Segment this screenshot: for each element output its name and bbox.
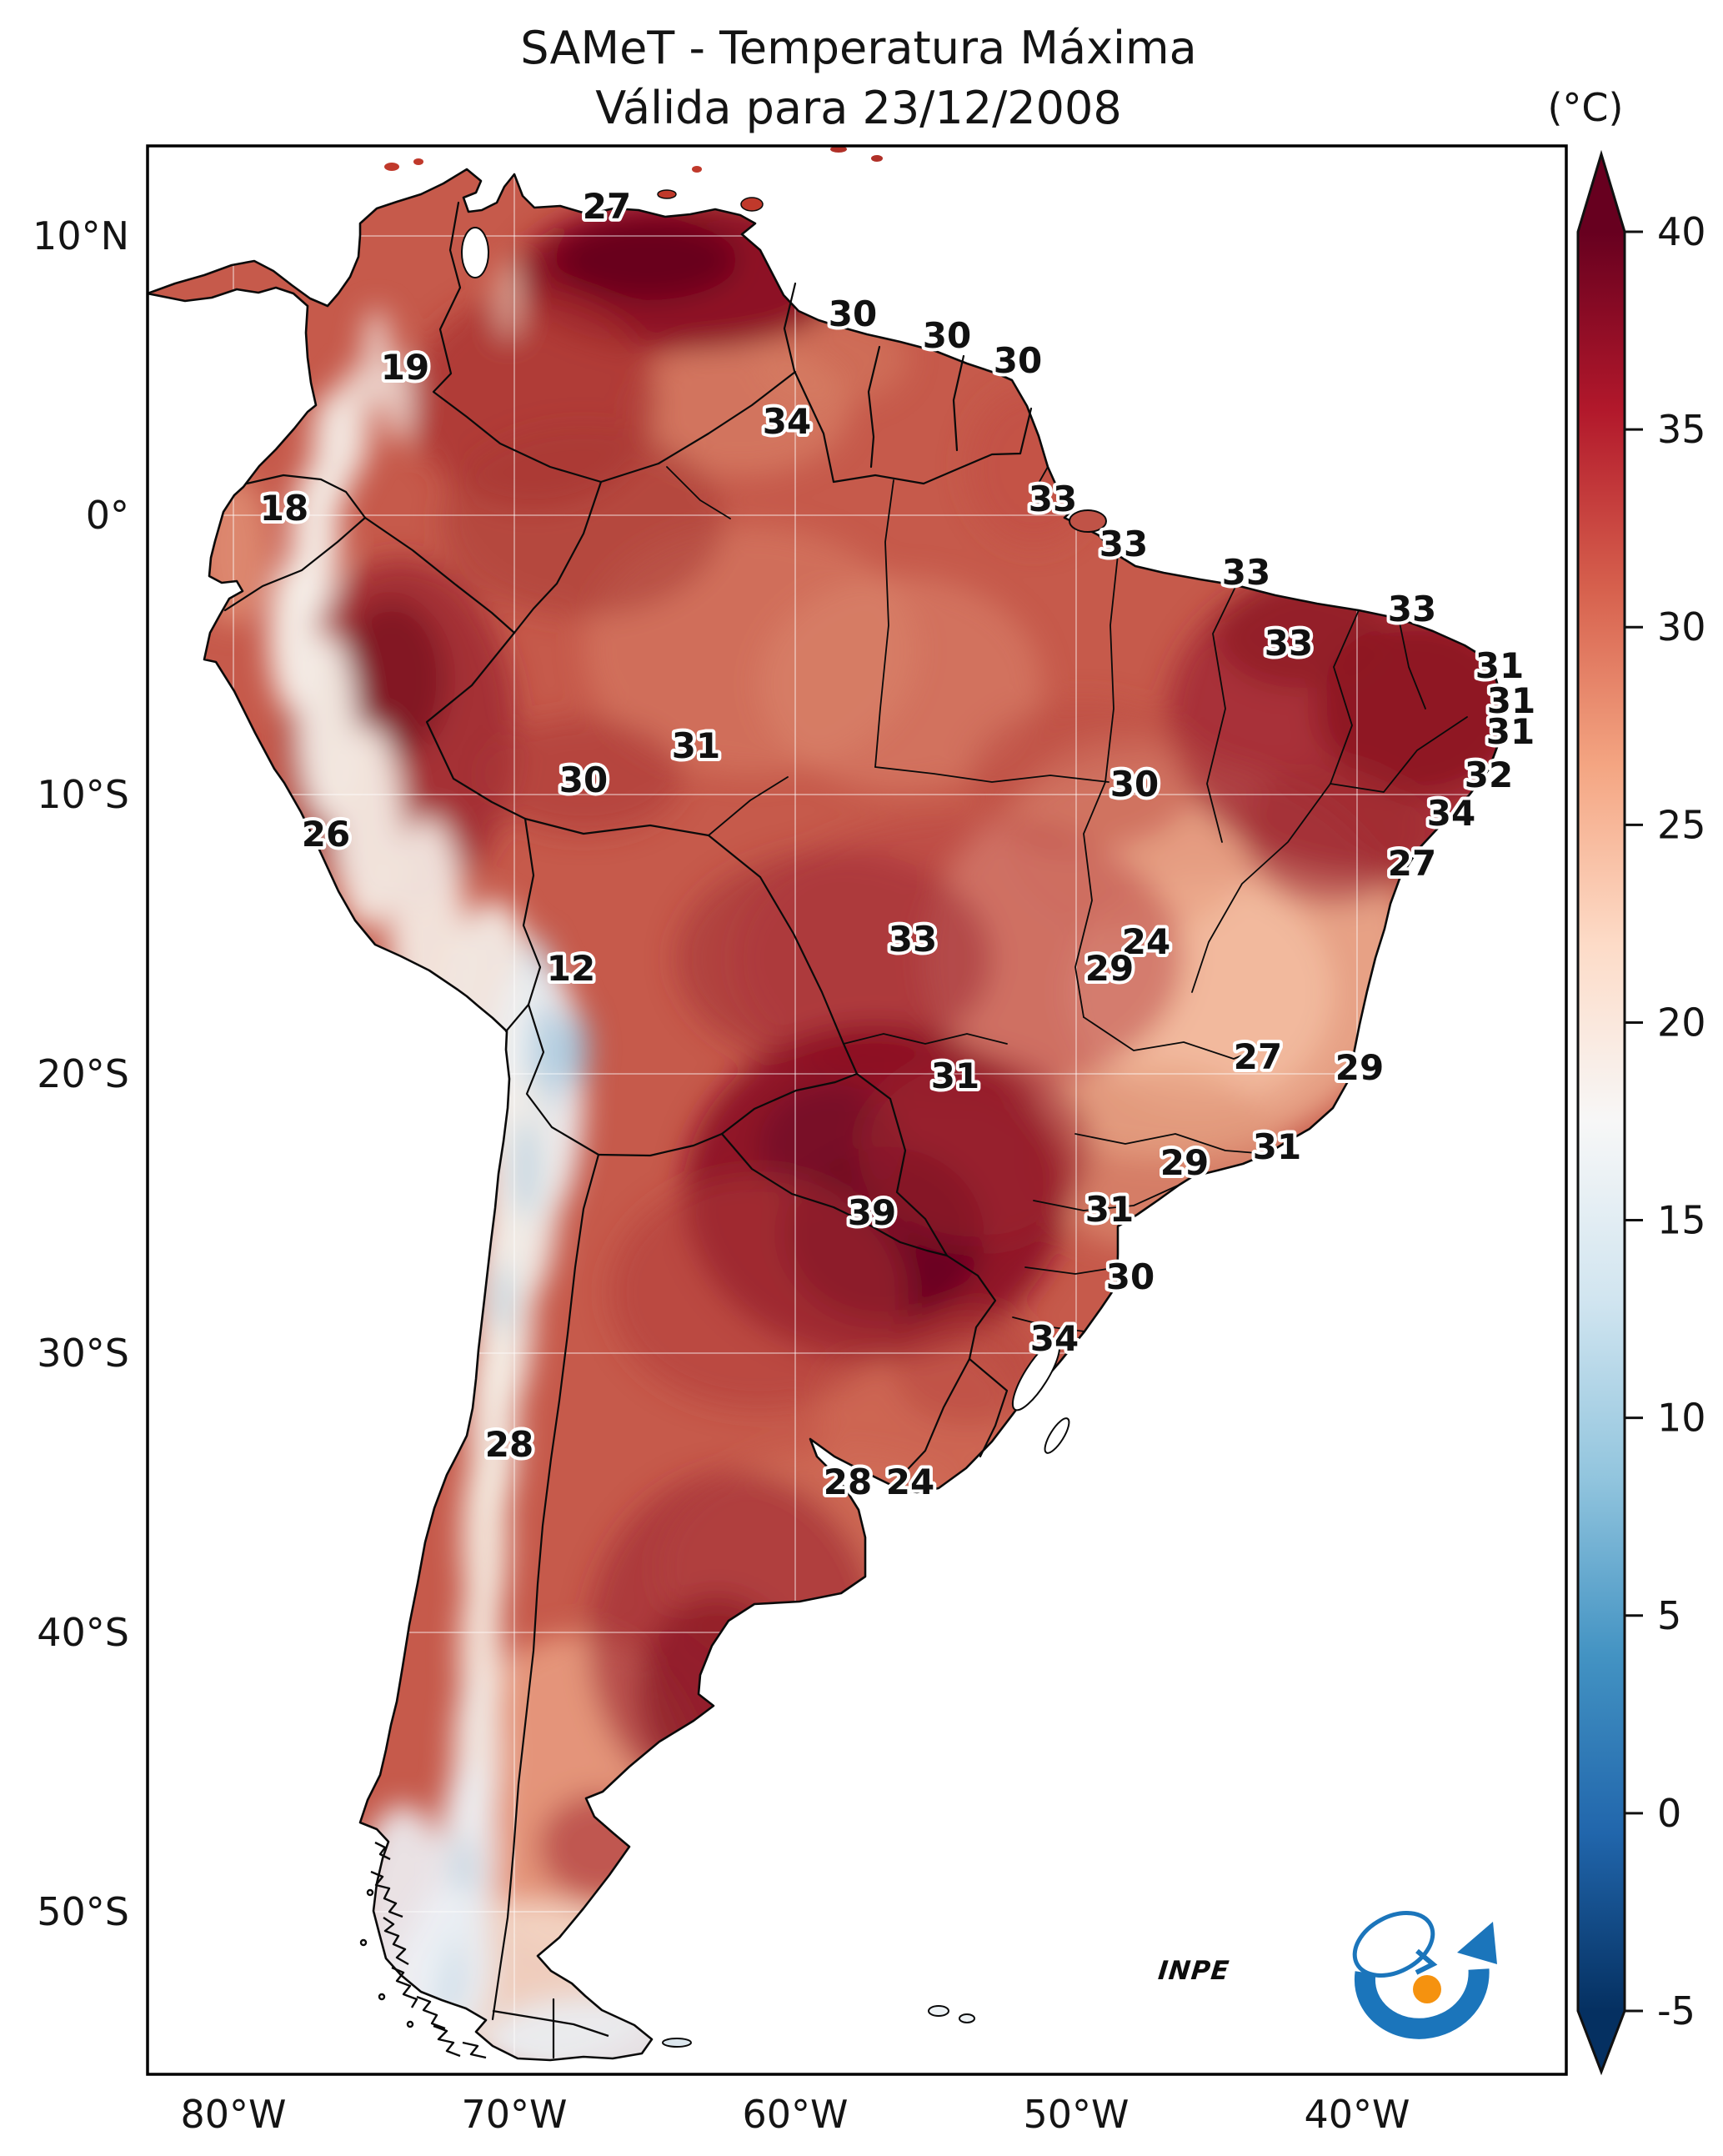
colorbar-tick-label: -5 (1657, 1988, 1695, 2033)
temperature-field (148, 169, 1502, 2060)
colorbar-tick-label: 0 (1657, 1791, 1681, 1836)
lon-tick-label: 40°W (1304, 2092, 1410, 2137)
temp-label: 34 (763, 401, 811, 442)
temp-label: 33 (1388, 589, 1436, 629)
temp-label: 30 (829, 293, 877, 334)
country-borders (223, 201, 1033, 2059)
lon-tick-label: 50°W (1023, 2092, 1129, 2137)
temp-label: 33 (1222, 552, 1270, 593)
lon-tick-label: 80°W (180, 2092, 286, 2137)
colorbar-tick-label: 40 (1657, 209, 1706, 254)
colorbar-tick-label: 25 (1657, 802, 1706, 847)
temp-label: 31 (931, 1055, 979, 1096)
temp-label: 33 (1029, 479, 1077, 519)
lat-tick-label: 0° (86, 493, 129, 538)
map-title: SAMeT - Temperatura Máxima (520, 22, 1196, 74)
temp-label: 26 (302, 814, 350, 855)
inpe-swoosh-arrow-icon (1354, 1968, 1490, 2039)
temp-label: 30 (1106, 1256, 1155, 1297)
inpe-arrowhead-icon (1457, 1922, 1497, 1964)
temp-label: 31 (1487, 680, 1535, 721)
temp-label: 28 (485, 1424, 533, 1465)
temp-label: 19 (381, 347, 429, 388)
colorbar-ticks: 40 35 30 25 20 15 10 5 0 -5 (1625, 209, 1706, 2033)
temp-label: 27 (1388, 843, 1436, 884)
map-canvas: INPE 27191830303034333333333331313132342… (148, 146, 1566, 2074)
inpe-orange-dot-icon (1413, 1975, 1441, 2003)
temp-label: 18 (260, 488, 308, 529)
temp-label: 24 (886, 1462, 934, 1502)
temp-label: 27 (1234, 1036, 1282, 1077)
state-borders (666, 466, 1468, 1332)
temp-label: 31 (1253, 1126, 1301, 1167)
temp-label: 31 (1475, 645, 1524, 686)
temp-label: 31 (672, 725, 720, 766)
temp-label: 30 (923, 315, 971, 356)
latitude-axis: 10°N 0° 10°S 20°S 30°S 40°S 50°S (33, 213, 129, 1934)
lat-tick-label: 30°S (37, 1331, 129, 1376)
lon-tick-label: 70°W (461, 2092, 567, 2137)
lat-tick-label: 40°S (37, 1610, 129, 1655)
lat-tick-label: 50°S (37, 1889, 129, 1934)
lon-tick-label: 60°W (742, 2092, 848, 2137)
colorbar-tick-label: 5 (1657, 1593, 1681, 1638)
lagoa-mirim (1044, 1417, 1070, 1454)
colorbar-tick-label: 15 (1657, 1198, 1706, 1243)
inpe-orbit-icon (1352, 1911, 1435, 1978)
lake-maracaibo (461, 227, 489, 278)
temp-label: 32 (1465, 755, 1513, 795)
lat-tick-label: 20°S (37, 1051, 129, 1096)
temp-label: 31 (1085, 1189, 1134, 1230)
temp-label: 33 (889, 919, 937, 960)
colorbar-tick-label: 35 (1657, 407, 1706, 452)
lagoa-dos-patos (1011, 1340, 1061, 1411)
temp-label: 29 (1085, 948, 1134, 989)
graticule (148, 146, 1566, 2074)
temp-label: 34 (1427, 793, 1475, 834)
temp-label: 29 (1335, 1047, 1384, 1088)
colorbar-tick-label: 20 (1657, 1000, 1706, 1045)
map-frame (146, 144, 1568, 2076)
temp-label: 30 (994, 340, 1042, 381)
colorbar-tick-label: 30 (1657, 604, 1706, 649)
colorbar-gradient-bar (1576, 149, 1626, 2076)
temperature-labels: 2719183030303433333333333131313234273130… (257, 183, 1539, 1506)
temp-label: 27 (583, 186, 631, 227)
temp-label: 33 (1265, 623, 1313, 664)
temp-label: 34 (1030, 1318, 1079, 1359)
temp-label: 39 (848, 1192, 896, 1233)
temp-label: 30 (559, 760, 608, 800)
temp-label: 28 (824, 1462, 872, 1502)
temp-label: 33 (1099, 524, 1148, 564)
colorbar-tick-label: 10 (1657, 1396, 1706, 1441)
longitude-axis: 80°W 70°W 60°W 50°W 40°W (180, 2092, 1410, 2137)
lat-tick-label: 10°S (37, 772, 129, 817)
temp-label: 31 (1486, 711, 1535, 752)
islands (384, 146, 975, 2048)
colorbar: 40 35 30 25 20 15 10 5 0 -5 (1576, 149, 1706, 2076)
map-subtitle: Válida para 23/12/2008 (595, 82, 1121, 134)
temp-label: 24 (1122, 921, 1170, 962)
lat-tick-label: 10°N (33, 213, 129, 258)
marajo-island (1069, 509, 1107, 533)
inpe-logo: INPE (1157, 1911, 1497, 2039)
inpe-logo-text: INPE (1157, 1956, 1231, 1986)
temp-label: 29 (1160, 1142, 1209, 1183)
colorbar-unit-label: (°C) (1547, 85, 1623, 130)
inpe-orbit-arrowhead-icon (1415, 1948, 1438, 1975)
temp-label: 12 (547, 948, 595, 989)
temp-label: 30 (1110, 764, 1159, 805)
